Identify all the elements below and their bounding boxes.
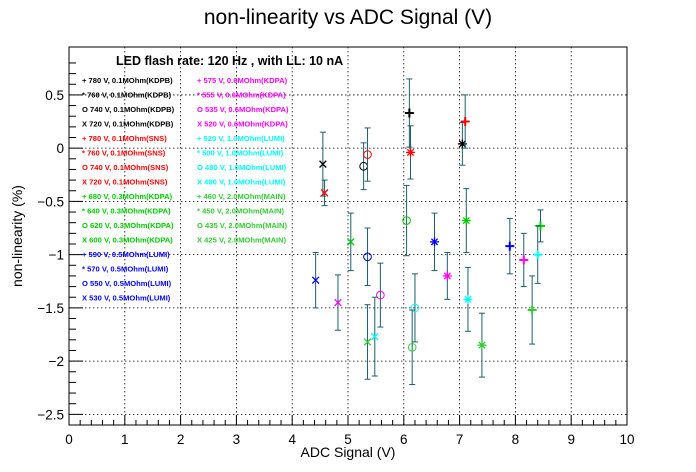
data-point xyxy=(363,227,372,287)
legend-entry: X 720 V, 0.1MOhm(KDPB) xyxy=(82,120,174,129)
legend-entry: + 460 V, 2.0MOhm(MAIN) xyxy=(197,192,286,201)
data-point xyxy=(359,142,368,191)
data-point xyxy=(404,78,414,148)
y-tick-label: −0.5 xyxy=(37,194,64,209)
legend-entry: * 760 V, 0.1MOhm(SNS) xyxy=(82,149,166,158)
x-tick-label: 5 xyxy=(344,432,352,447)
x-tick-label: 0 xyxy=(65,432,73,447)
legend-entry: O 435 V, 2.0MOhm(MAIN) xyxy=(197,221,287,230)
data-point xyxy=(334,274,342,331)
data-point xyxy=(363,127,372,182)
legend-entry: X 720 V, 0.1MOhm(SNS) xyxy=(82,178,168,187)
y-tick-label: 0.5 xyxy=(45,88,64,103)
x-tick-label: 9 xyxy=(567,432,575,447)
data-point xyxy=(519,232,529,288)
data-point xyxy=(407,309,417,386)
legend-entry: + 780 V, 0.1MOhm(SNS) xyxy=(82,134,167,143)
data-point xyxy=(442,252,452,300)
legend-entry: X 530 V, 0.5MOhm(LUMI) xyxy=(82,294,171,303)
legend-entry: O 740 V, 0.1MOhm(SNS) xyxy=(82,163,169,172)
x-tick-label: 4 xyxy=(288,432,296,447)
legend-entry: O 535 V, 0.6MOhm(KDPA) xyxy=(197,105,289,114)
legend-entry: O 740 V, 0.1MOhm(KDPB) xyxy=(82,105,175,114)
x-tick-label: 6 xyxy=(400,432,408,447)
legend-entry: X 425 V, 2.0MOhm(MAIN) xyxy=(197,236,287,245)
legend-entry: X 600 V, 0.3MOhm(KDPA) xyxy=(82,236,173,245)
x-tick-label: 8 xyxy=(512,432,520,447)
legend-entry: * 555 V, 0.6MOhm(KDPA) xyxy=(197,91,286,100)
legend: + 780 V, 0.1MOhm(KDPB) * 760 V, 0.1MOhm(K… xyxy=(82,76,289,303)
chart-annotation: LED flash rate: 120 Hz , with LL: 10 nA xyxy=(116,54,343,68)
data-point xyxy=(463,266,473,332)
legend-entry: X 520 V, 0.6MOhm(KDPA) xyxy=(197,120,288,129)
data-point xyxy=(461,188,471,254)
x-tick-label: 10 xyxy=(619,432,634,447)
data-point xyxy=(320,179,329,207)
y-tick-label: 0 xyxy=(56,141,64,156)
legend-entry: O 620 V, 0.3MOhm(KDPA) xyxy=(82,221,174,230)
legend-entry: * 760 V, 0.1MOhm(KDPB) xyxy=(82,91,172,100)
legend-entry: + 590 V, 0.5MOhm(LUMI) xyxy=(82,250,170,259)
x-tick-label: 7 xyxy=(456,432,464,447)
legend-entry: * 450 V, 2.0MOhm(MAIN) xyxy=(197,207,285,216)
x-tick-label: 2 xyxy=(177,432,185,447)
data-point xyxy=(370,296,379,377)
y-tick-label: −2.5 xyxy=(37,407,64,422)
legend-entry: + 680 V, 0.3MOhm(KDPA) xyxy=(82,192,173,201)
x-axis: 0 1 2 3 4 5 6 7 8 9 10 xyxy=(65,415,635,447)
data-point xyxy=(410,273,420,343)
data-point xyxy=(527,275,537,345)
data-point xyxy=(505,217,515,275)
y-tick-label: −2 xyxy=(49,354,64,369)
y-axis-label: non-linearity (%) xyxy=(9,185,25,287)
y-axis: −2.5 −2 −1.5 −1 −0.5 0 0.5 xyxy=(37,62,83,426)
legend-entry: + 575 V, 0.6MOhm(KDPA) xyxy=(197,76,288,85)
data-point xyxy=(311,252,320,309)
y-tick-label: −1 xyxy=(49,248,64,263)
x-axis-label: ADC Signal (V) xyxy=(301,444,396,460)
chart-title: non-linearity vs ADC Signal (V) xyxy=(204,6,492,29)
legend-entry: O 550 V, 0.5MOhm(LUMI) xyxy=(82,279,172,288)
data-point xyxy=(477,312,487,378)
legend-entry: X 480 V, 1.0MOhm(LUMI) xyxy=(197,178,286,187)
legend-entry: * 640 V, 0.3MOhm(KDPA) xyxy=(82,207,171,216)
data-point xyxy=(460,94,470,149)
data-point xyxy=(402,184,411,257)
legend-entry: * 570 V, 0.5MOhm(LUMI) xyxy=(82,265,169,274)
legend-entry: + 520 V, 1.0MOhm(LUMI) xyxy=(197,134,285,143)
legend-entry: * 500 V, 1.0MOhm(LUMI) xyxy=(197,149,284,158)
x-tick-label: 3 xyxy=(233,432,241,447)
data-point xyxy=(346,212,355,272)
data-point xyxy=(429,212,439,272)
data-point xyxy=(319,131,327,197)
data-point xyxy=(533,225,543,284)
data-point xyxy=(376,262,385,328)
x-tick-label: 1 xyxy=(121,432,129,447)
legend-entry: + 780 V, 0.1MOhm(KDPB) xyxy=(82,76,173,85)
data-points xyxy=(311,78,546,386)
data-point xyxy=(405,125,415,180)
data-point xyxy=(363,304,372,380)
legend-entry: O 490 V, 1.0MOhm(LUMI) xyxy=(197,163,287,172)
y-tick-label: −1.5 xyxy=(37,301,64,316)
